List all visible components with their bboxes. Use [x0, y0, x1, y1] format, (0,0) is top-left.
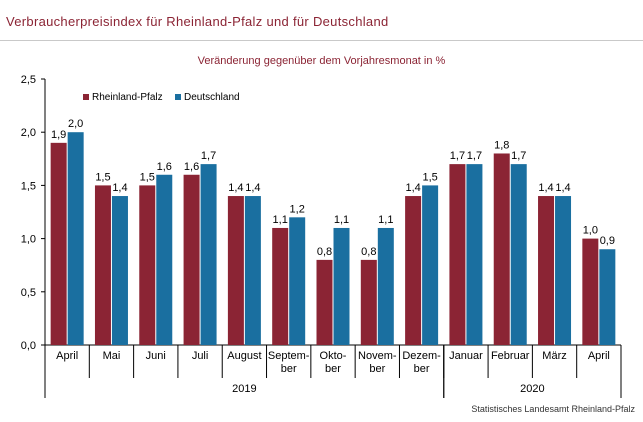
- x-tick-label: Mai: [103, 350, 121, 362]
- bar-deutschland: [422, 185, 439, 345]
- data-label: 1,4: [245, 182, 260, 194]
- data-label: 1,6: [184, 161, 199, 173]
- data-label: 1,7: [201, 150, 216, 162]
- bar-rheinland-pfalz: [316, 259, 333, 345]
- x-tick-label: ber: [369, 363, 385, 375]
- x-tick-label: Okto-: [320, 350, 347, 362]
- bar-rheinland-pfalz: [449, 164, 466, 345]
- x-tick-label: Januar: [449, 350, 483, 362]
- data-label: 1,4: [555, 182, 570, 194]
- page-title: Verbraucherpreisindex für Rheinland-Pfal…: [6, 14, 389, 29]
- bar-deutschland: [156, 174, 173, 345]
- legend-swatch: [83, 94, 89, 100]
- bar-deutschland: [555, 196, 572, 345]
- year-label: 2020: [520, 383, 544, 395]
- data-label: 0,8: [317, 246, 332, 258]
- legend-swatch: [175, 94, 181, 100]
- data-label: 1,9: [51, 129, 66, 141]
- x-tick-label: ber: [414, 363, 430, 375]
- x-tick-label: April: [56, 350, 78, 362]
- bar-rheinland-pfalz: [183, 174, 200, 345]
- y-tick-label: 0,5: [21, 287, 36, 299]
- data-label: 1,1: [378, 214, 393, 226]
- bar-deutschland: [67, 132, 84, 345]
- y-tick-label: 1,5: [21, 180, 36, 192]
- data-label: 1,0: [583, 225, 598, 237]
- data-label: 0,8: [361, 246, 376, 258]
- legend-label: Deutschland: [184, 92, 240, 103]
- bar-deutschland: [200, 164, 217, 345]
- title-divider: [0, 40, 643, 41]
- bar-rheinland-pfalz: [360, 259, 377, 345]
- data-label: 1,4: [405, 182, 420, 194]
- data-label: 1,4: [538, 182, 553, 194]
- data-label: 1,7: [450, 150, 465, 162]
- bar-rheinland-pfalz: [227, 196, 244, 345]
- data-label: 1,4: [112, 182, 127, 194]
- bar-rheinland-pfalz: [50, 142, 67, 345]
- legend-label: Rheinland-Pfalz: [92, 92, 163, 103]
- x-tick-label: Dezem-: [402, 350, 441, 362]
- y-tick-label: 0,0: [21, 340, 36, 352]
- data-label: 2,0: [68, 118, 83, 130]
- data-label: 1,5: [422, 171, 437, 183]
- bar-deutschland: [244, 196, 261, 345]
- bar-deutschland: [111, 196, 128, 345]
- bar-rheinland-pfalz: [139, 185, 156, 345]
- x-tick-label: Septem-: [268, 350, 310, 362]
- x-tick-label: März: [542, 350, 566, 362]
- x-tick-label: ber: [281, 363, 297, 375]
- bar-deutschland: [377, 227, 394, 345]
- bar-rheinland-pfalz: [405, 196, 422, 345]
- y-tick-label: 2,5: [21, 74, 36, 86]
- data-label: 1,2: [290, 203, 305, 215]
- y-tick-label: 2,0: [21, 127, 36, 139]
- bar-deutschland: [289, 217, 306, 345]
- bar-rheinland-pfalz: [272, 227, 289, 345]
- x-tick-label: Juli: [192, 350, 209, 362]
- x-tick-label: ber: [325, 363, 341, 375]
- bar-deutschland: [599, 249, 616, 345]
- data-label: 0,9: [600, 235, 615, 247]
- data-label: 1,6: [157, 161, 172, 173]
- bar-deutschland: [333, 227, 350, 345]
- data-label: 1,1: [273, 214, 288, 226]
- bar-deutschland: [510, 164, 527, 345]
- x-tick-label: August: [227, 350, 261, 362]
- data-label: 1,7: [511, 150, 526, 162]
- bar-rheinland-pfalz: [582, 238, 599, 345]
- data-label: 1,8: [494, 139, 509, 151]
- bar-deutschland: [466, 164, 483, 345]
- bar-rheinland-pfalz: [493, 153, 510, 345]
- y-tick-label: 1,0: [21, 234, 36, 246]
- data-label: 1,4: [228, 182, 243, 194]
- x-tick-label: Novem-: [358, 350, 397, 362]
- data-label: 1,5: [95, 171, 110, 183]
- x-tick-label: Februar: [491, 350, 530, 362]
- bar-rheinland-pfalz: [538, 196, 555, 345]
- x-tick-label: Juni: [146, 350, 166, 362]
- bar-rheinland-pfalz: [94, 185, 111, 345]
- year-label: 2019: [232, 383, 256, 395]
- chart-subtitle: Veränderung gegenüber dem Vorjahresmonat…: [197, 55, 446, 67]
- x-tick-label: April: [588, 350, 610, 362]
- data-label: 1,5: [140, 171, 155, 183]
- data-label: 1,1: [334, 214, 349, 226]
- source-note: Statistisches Landesamt Rheinland-Pfalz: [471, 404, 635, 414]
- data-label: 1,7: [467, 150, 482, 162]
